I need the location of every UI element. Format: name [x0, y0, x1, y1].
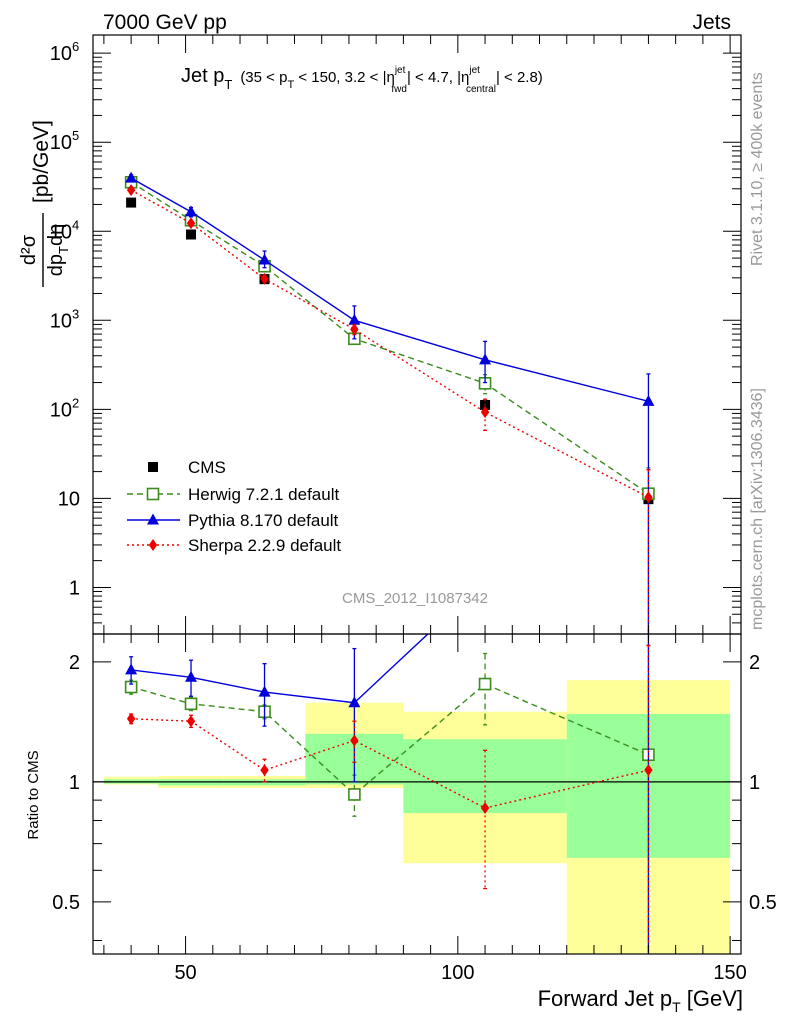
legend-label-pythia: Pythia 8.170 default [188, 511, 339, 530]
ratio-point-pythia [185, 670, 198, 682]
plot-title: Jet pT (35 < pT < 150, 3.2 < |ηjet fwd| < … [181, 65, 543, 95]
ratio-series-sherpa [126, 644, 653, 954]
main-y-tick-label: 10 [50, 221, 72, 243]
y-label-denominator: dpTdη [45, 224, 71, 276]
ratio-y-tick-label-right: 0.5 [749, 892, 777, 914]
main-y-tick-label: 1 [69, 577, 80, 599]
ratio-y-label: Ratio to CMS [25, 750, 42, 839]
ratio-point-pythia [125, 663, 138, 675]
main-series-herwig [124, 175, 655, 634]
main-y-tick-exponent: 3 [72, 306, 79, 321]
ratio-y-tick-label-right: 2 [749, 652, 760, 674]
ratio-point-herwig [348, 788, 361, 801]
ratio-line-herwig [130, 683, 649, 796]
main-point-cms [186, 229, 197, 240]
main-point-pythia [348, 313, 361, 325]
ratio-x-tick-label: 50 [174, 962, 196, 984]
legend-marker-sherpa [148, 539, 158, 551]
main-y-tick-label: 10 [50, 310, 72, 332]
x-axis-label: Forward Jet pT [GeV] [538, 986, 743, 1015]
ratio-line-sherpa [131, 718, 649, 809]
ratio-y-axis: 0.5 0.5 1 1 2 2 [52, 652, 777, 942]
main-series-sherpa [126, 184, 653, 634]
main-series-pythia [125, 171, 655, 634]
y-label-numerator: d²σ [18, 234, 40, 265]
ratio-point-sherpa [644, 764, 653, 777]
ratio-point-sherpa [350, 734, 359, 747]
main-x-ticks [103, 35, 731, 634]
legend-marker-pythia [147, 513, 159, 525]
ratio-point-pythia [348, 696, 361, 708]
main-y-tick-label: 10 [50, 399, 72, 421]
legend-label-cms: CMS [188, 458, 226, 477]
main-y-tick-exponent: 4 [72, 217, 79, 232]
y-label-unit: [pb/GeV] [30, 120, 53, 203]
main-point-sherpa [186, 217, 196, 230]
legend-label-sherpa: Sherpa 2.2.9 default [188, 536, 341, 555]
main-point-pythia [642, 394, 655, 406]
main-line-pythia [130, 177, 649, 403]
energy-label: 7000 GeV pp [103, 11, 227, 34]
main-point-sherpa [480, 406, 490, 419]
main-y-tick-exponent: 6 [72, 39, 79, 54]
main-y-tick-exponent: 2 [72, 395, 79, 410]
main-y-tick-label: 10 [58, 488, 80, 510]
ratio-y-tick-label-left: 1 [69, 772, 80, 794]
main-line-herwig [130, 181, 649, 495]
main-point-sherpa [260, 272, 269, 285]
main-y-tick-label: 10 [50, 43, 72, 65]
main-point-sherpa [126, 184, 136, 197]
ratio-panel-frame [92, 633, 742, 955]
ratio-x-axis: 50 100 150 [103, 634, 747, 984]
ratio-point-sherpa [480, 802, 490, 815]
ratio-point-sherpa [126, 712, 136, 725]
main-point-sherpa [350, 323, 359, 336]
legend-marker-cms [148, 462, 158, 472]
ratio-panel-curves [124, 634, 655, 954]
main-point-sherpa [644, 491, 653, 504]
ratio-point-sherpa [186, 715, 196, 728]
main-panel-curves [124, 171, 655, 634]
main-point-pythia [185, 205, 198, 217]
main-y-tick-exponent: 5 [72, 128, 79, 143]
rivet-version-label: Rivet 3.1.10, ≥ 400k events [749, 72, 766, 266]
ratio-x-tick-label: 150 [713, 962, 746, 984]
mcplots-label: mcplots.cern.ch [arXiv:1306.3436] [749, 388, 766, 630]
ratio-point-herwig [478, 677, 492, 691]
legend: CMS Herwig 7.2.1 default Pythia 8.170 defa… [127, 458, 341, 555]
main-point-pythia [258, 253, 271, 265]
legend-label-herwig: Herwig 7.2.1 default [188, 485, 339, 504]
main-point-pythia [479, 353, 492, 365]
ratio-point-pythia [258, 685, 271, 697]
main-point-pythia [125, 171, 138, 183]
ratio-point-sherpa [260, 764, 269, 777]
main-line-sherpa [130, 189, 649, 498]
analysis-id-label: CMS_2012_I1087342 [342, 590, 488, 607]
ratio-y-tick-label-left: 2 [69, 652, 80, 674]
ratio-y-tick-label-right: 1 [749, 772, 760, 794]
main-y-tick-label: 10 [50, 132, 72, 154]
ratio-x-tick-label: 100 [441, 962, 474, 984]
ratio-y-tick-label-left: 0.5 [52, 892, 80, 914]
process-label: Jets [692, 11, 731, 34]
ratio-point-herwig [184, 697, 198, 711]
legend-marker-herwig [146, 487, 160, 501]
main-y-label: d²σ dpTdη [pb/GeV] [18, 120, 71, 287]
main-point-cms [126, 197, 137, 208]
ratio-series-pythia [125, 634, 650, 954]
ratio-line-pythia [131, 634, 429, 704]
